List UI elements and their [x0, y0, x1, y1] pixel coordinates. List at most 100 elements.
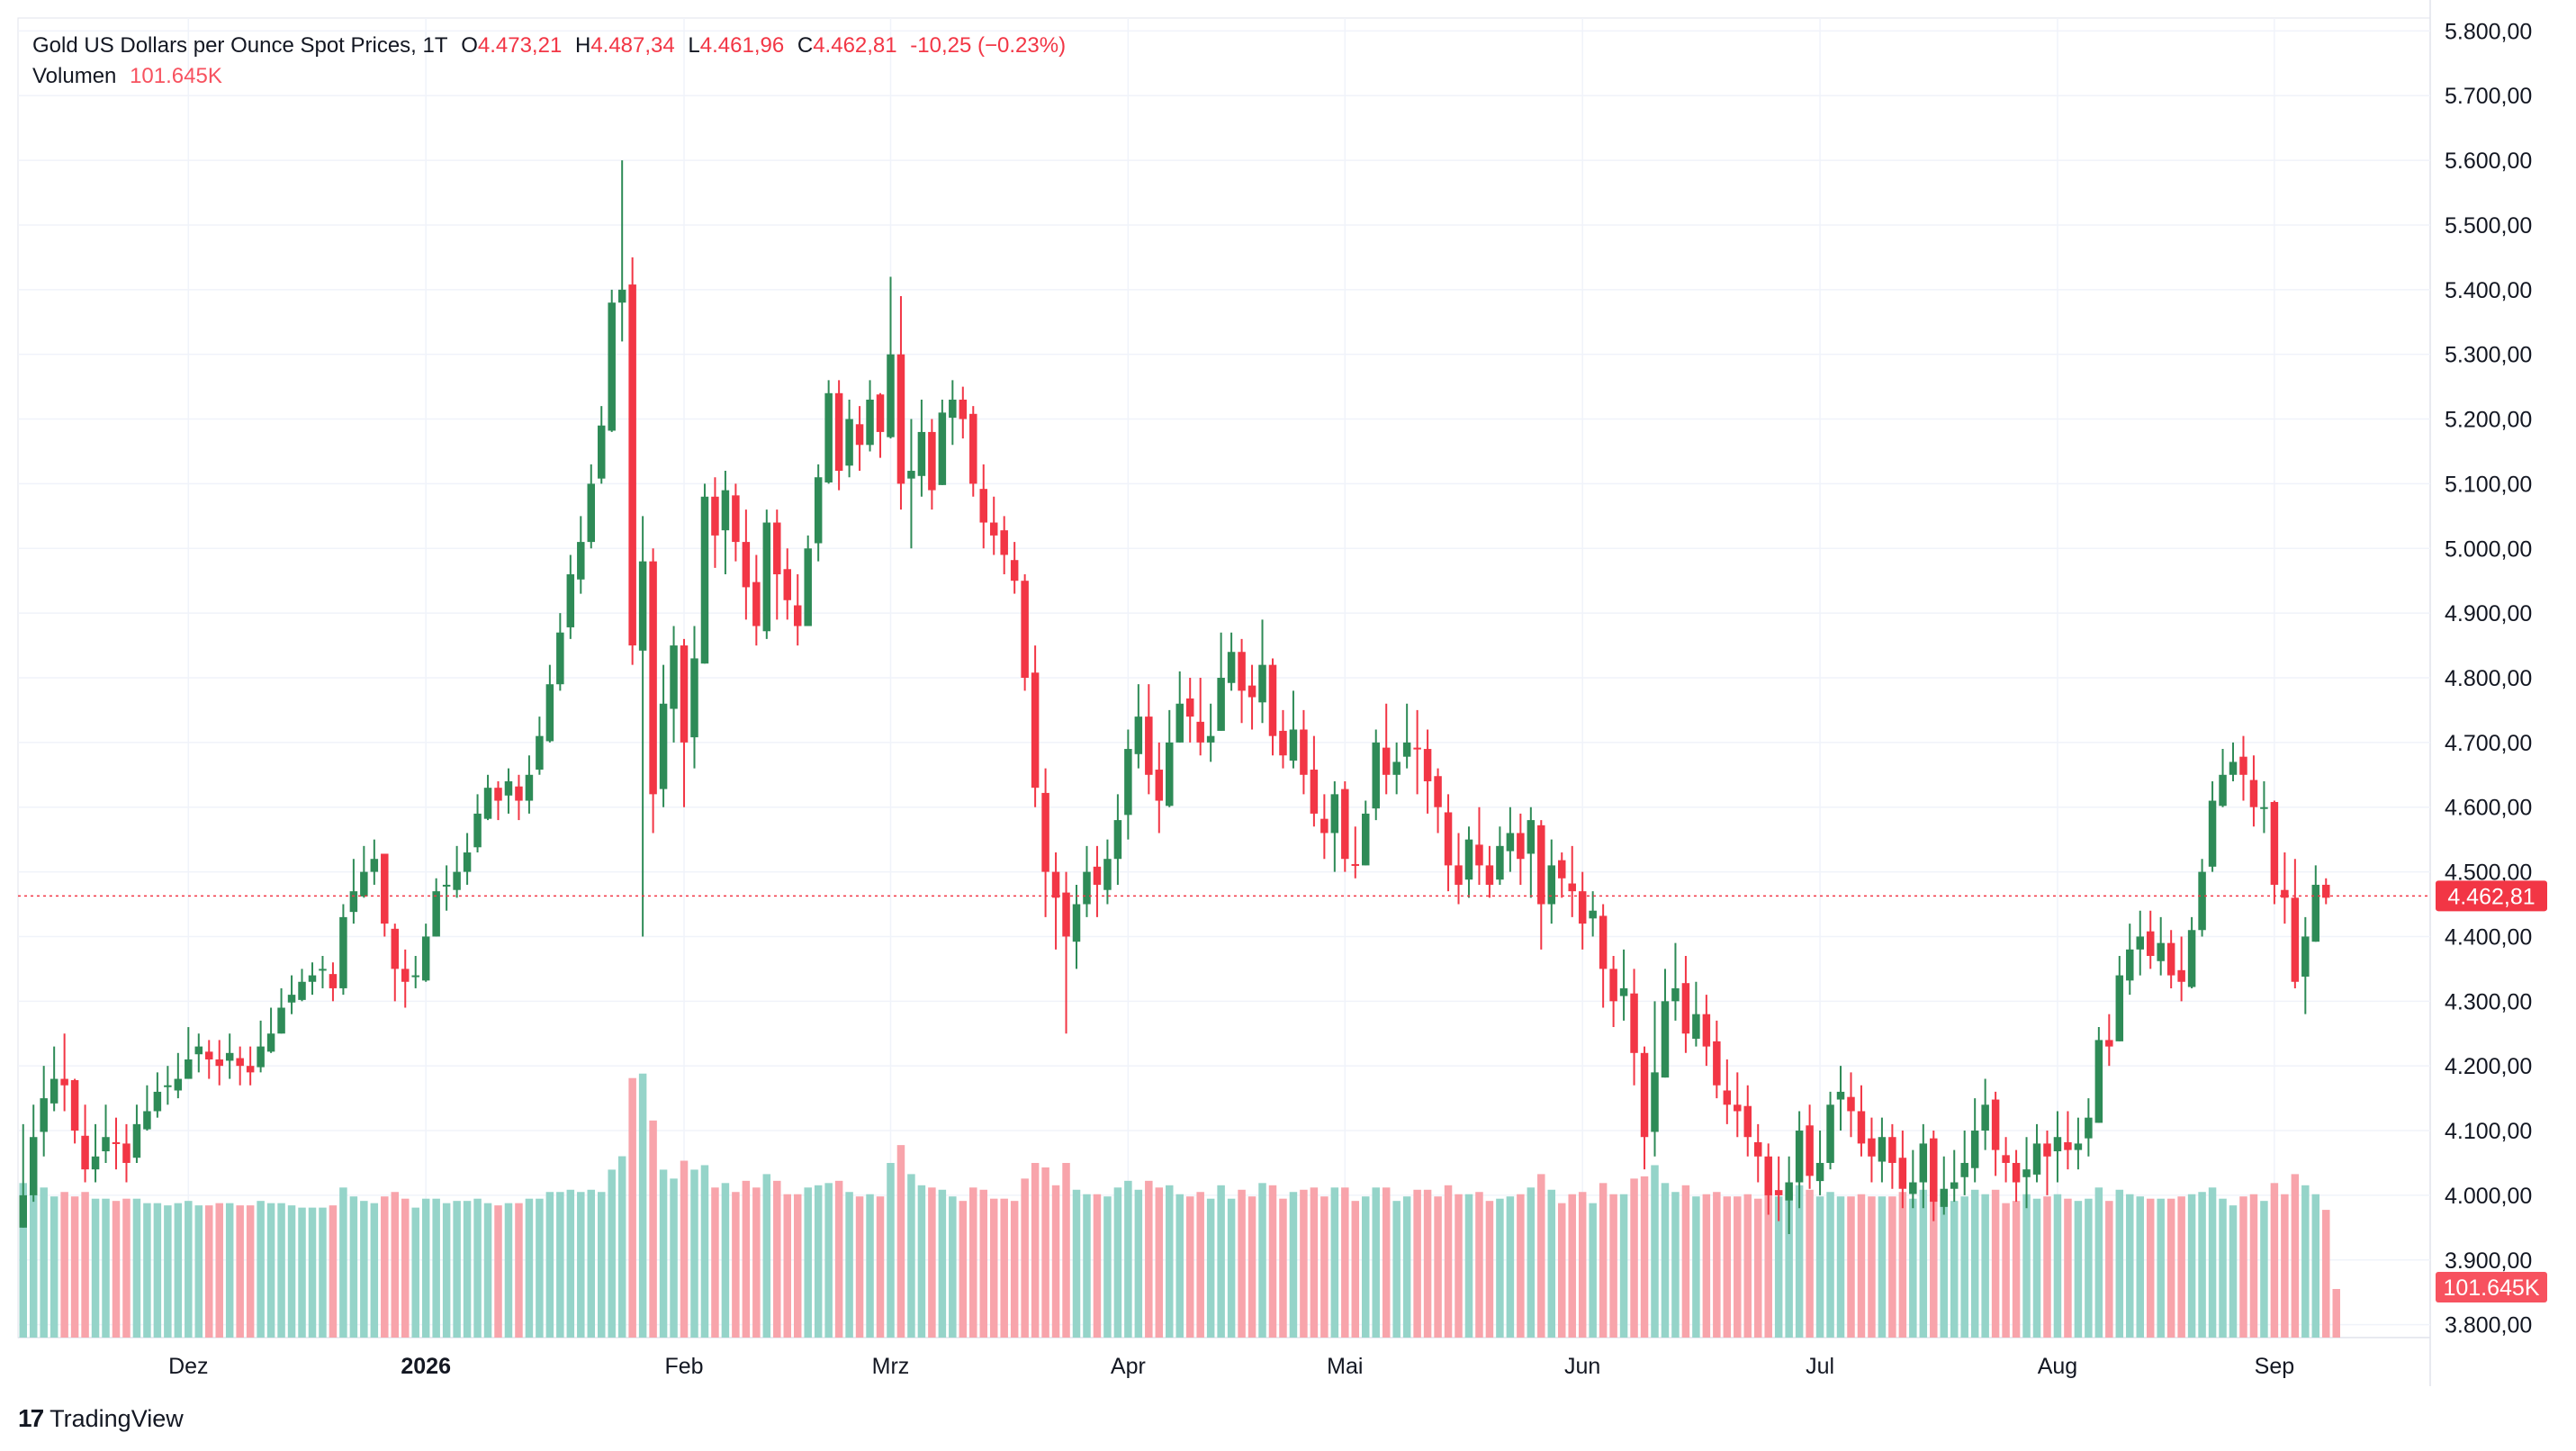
candle-body — [1806, 1125, 1814, 1176]
candle-body — [236, 1058, 244, 1067]
candle-body — [969, 413, 977, 484]
volume-bar — [1950, 1201, 1959, 1338]
candle-body — [742, 542, 751, 588]
volume-bar — [628, 1077, 636, 1338]
volume-bar — [1010, 1201, 1019, 1338]
volume-bar — [287, 1205, 296, 1338]
volume-bar — [143, 1203, 151, 1338]
volume-bar — [1661, 1183, 1670, 1338]
candle-body — [845, 419, 853, 466]
volume-bar — [1166, 1185, 1174, 1338]
last-volume-label: 101.645K — [2443, 1275, 2539, 1301]
candle-body — [277, 1007, 285, 1034]
change-value: -10,25 (−0.23%) — [910, 33, 1067, 58]
volume-bar — [917, 1185, 926, 1338]
candle-body — [1857, 1111, 1866, 1144]
volume-bar — [473, 1198, 482, 1338]
candle-body — [205, 1051, 213, 1059]
last-price-badge — [2436, 880, 2547, 912]
y-tick-label: 4.000,00 — [2445, 1184, 2532, 1209]
candle-body — [432, 891, 440, 937]
y-tick-label: 5.500,00 — [2445, 213, 2532, 239]
volume-bar — [536, 1198, 544, 1338]
candle-body — [194, 1046, 203, 1055]
candle-body — [1206, 735, 1215, 743]
volume-bar — [959, 1201, 968, 1338]
candle-body — [112, 1141, 121, 1144]
volume-bar — [1774, 1196, 1783, 1338]
high-value: H4.487,34 — [574, 33, 675, 58]
candle-body — [1382, 747, 1391, 775]
candle-body — [670, 645, 678, 709]
candle-body — [649, 561, 657, 795]
candle-body — [545, 684, 554, 742]
candle-body — [1753, 1141, 1762, 1157]
ohlc-row: Gold US Dollars per Ounce Spot Prices, 1… — [32, 31, 1073, 61]
volume-bar — [225, 1203, 234, 1338]
candle-body — [1103, 859, 1112, 890]
volume-bar — [2085, 1198, 2093, 1338]
candle-body — [1289, 729, 1298, 761]
candle-body — [1527, 820, 1536, 854]
candle-body — [2074, 1143, 2083, 1150]
volume-bar — [1113, 1187, 1122, 1338]
volume-bar — [2126, 1194, 2134, 1338]
candle-body — [1041, 792, 1049, 872]
volume-bar — [556, 1192, 564, 1338]
volume-bars — [19, 1073, 2340, 1338]
candle-body — [122, 1143, 131, 1163]
candle-body — [536, 735, 544, 771]
volume-bar — [1806, 1189, 1814, 1338]
candle-body — [1155, 770, 1164, 801]
candle-body — [185, 1059, 193, 1079]
volume-bar — [1888, 1196, 1896, 1338]
candle-body — [246, 1066, 255, 1073]
volume-bar — [1898, 1192, 1907, 1338]
tradingview-brand[interactable]: 17 TradingView — [18, 1404, 184, 1433]
candle-body — [887, 354, 895, 437]
volume-bar — [442, 1203, 451, 1338]
volume-bar — [1031, 1162, 1040, 1338]
candle-body — [876, 394, 885, 432]
volume-bar — [1227, 1198, 1236, 1338]
candle-body — [2166, 942, 2175, 976]
candle-body — [2219, 774, 2227, 807]
volume-bar — [566, 1189, 575, 1338]
volume-bar — [1000, 1198, 1008, 1338]
candle-body — [556, 632, 564, 685]
volume-bar — [979, 1189, 987, 1338]
candle-body — [866, 399, 874, 446]
candle-body — [1351, 863, 1360, 866]
candle-body — [1021, 581, 1029, 678]
candle-body — [1010, 560, 1019, 581]
candle-body — [1124, 749, 1132, 816]
volume-bar — [1991, 1189, 2000, 1338]
candle-body — [1434, 776, 1442, 807]
volume-bar — [1021, 1178, 1029, 1338]
volume-bar — [421, 1198, 430, 1338]
candle-body — [1692, 1014, 1700, 1039]
candle-body — [896, 354, 905, 484]
candle-body — [1185, 698, 1194, 717]
volume-bar — [638, 1073, 647, 1338]
candle-body — [319, 969, 327, 971]
volume-bar — [1206, 1198, 1215, 1338]
volume-bar — [112, 1201, 121, 1338]
candle-body — [1062, 892, 1070, 937]
candle-body — [907, 471, 915, 479]
volume-bar — [2270, 1183, 2279, 1338]
candle-body — [1196, 721, 1204, 743]
volume-bar — [1630, 1178, 1638, 1338]
volume-bar — [370, 1203, 379, 1338]
volume-bar — [587, 1189, 596, 1338]
candle-body — [1145, 716, 1153, 775]
candle-body — [257, 1046, 265, 1068]
candle-body — [2198, 871, 2206, 931]
y-tick-label: 5.100,00 — [2445, 472, 2532, 497]
y-tick-label: 4.600,00 — [2445, 796, 2532, 821]
volume-bar — [670, 1178, 678, 1338]
volume-bar — [2219, 1198, 2227, 1338]
candle-body — [917, 431, 926, 476]
candle-body — [1661, 1001, 1670, 1078]
